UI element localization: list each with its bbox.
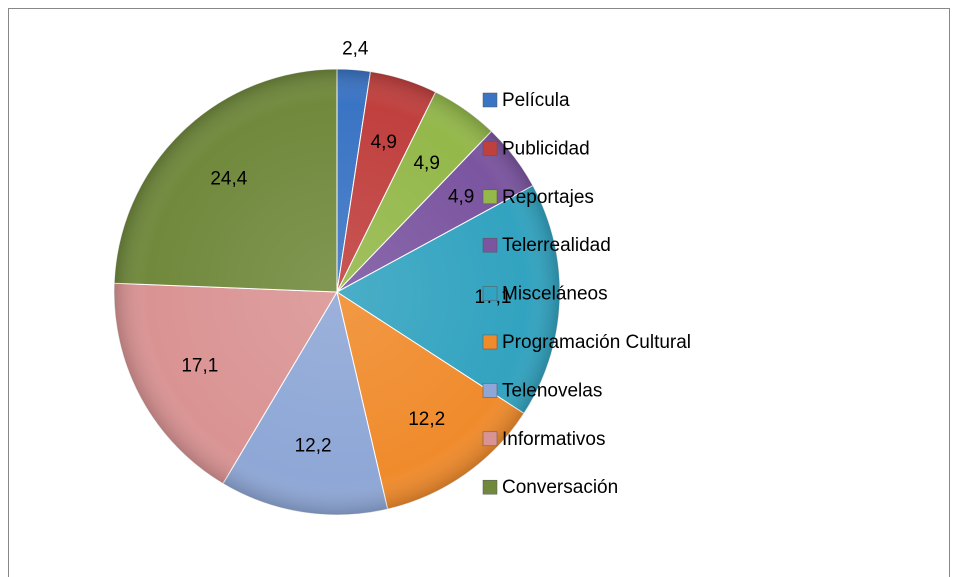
- legend-swatch: [482, 383, 498, 398]
- legend-label: Telerrealidad: [502, 235, 611, 256]
- legend-label: Programación Cultural: [502, 332, 691, 353]
- legend-label: Película: [502, 90, 570, 111]
- legend-swatch: [482, 237, 498, 253]
- legend-label: Misceláneos: [502, 284, 608, 305]
- legend-label: Informativos: [502, 429, 605, 450]
- legend-swatch: [482, 189, 498, 205]
- chart-frame: [8, 8, 950, 577]
- data-label: 17,1: [181, 356, 218, 377]
- legend-swatch: [482, 479, 498, 495]
- data-label: 12,2: [408, 409, 445, 430]
- legend-swatch: [482, 92, 498, 108]
- data-label: 24,4: [210, 168, 247, 189]
- legend-label: Publicidad: [502, 138, 590, 159]
- legend-swatch: [482, 431, 498, 447]
- data-label: 4,9: [371, 132, 397, 153]
- legend-swatch: [482, 286, 498, 301]
- legend-label: Conversación: [502, 477, 618, 498]
- data-label: 4,9: [413, 153, 439, 174]
- data-label: 4,9: [448, 186, 474, 207]
- legend-swatch: [482, 141, 498, 156]
- data-label: 2,4: [342, 39, 369, 60]
- legend-label: Telenovelas: [502, 380, 602, 401]
- legend-label: Reportajes: [502, 187, 594, 208]
- legend-swatch: [482, 334, 498, 350]
- data-label: 12,2: [295, 435, 332, 456]
